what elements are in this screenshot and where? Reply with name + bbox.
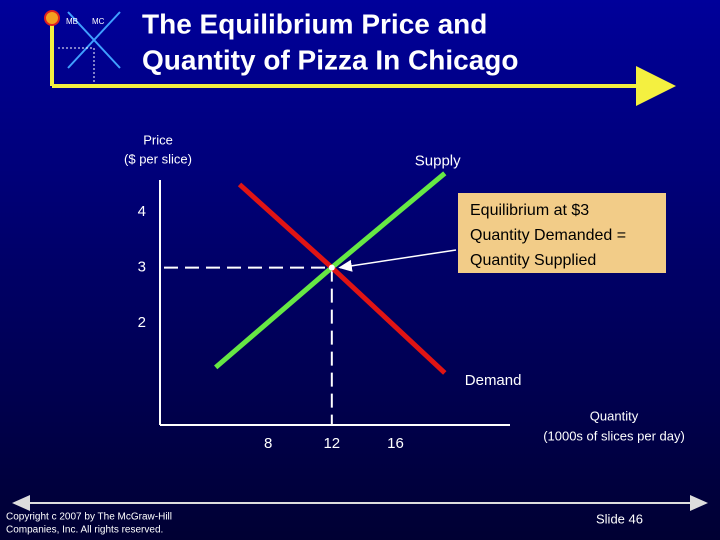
series-label: Demand	[465, 372, 522, 389]
series-label: Supply	[415, 152, 461, 169]
callout-text: Quantity Supplied	[470, 252, 596, 269]
callout: Equilibrium at $3 Quantity Demanded = Qu…	[458, 193, 666, 273]
slide-number: Slide 46	[596, 511, 643, 526]
x-tick-label: 16	[387, 435, 404, 452]
y-axis-label: ($ per slice)	[124, 151, 192, 166]
y-tick-label: 2	[138, 314, 146, 331]
callout-text: Quantity Demanded =	[470, 227, 626, 244]
callout-text: Equilibrium at $3	[470, 202, 589, 219]
logo-text: MB	[66, 17, 78, 26]
copyright: Copyright c 2007 by The McGraw-Hill	[6, 512, 172, 523]
slide-title: Quantity of Pizza In Chicago	[142, 44, 518, 75]
x-axis-label: Quantity	[590, 408, 639, 423]
copyright: Companies, Inc. All rights reserved.	[6, 525, 163, 536]
logo-text: MC	[92, 17, 105, 26]
callout-box	[458, 193, 666, 273]
y-tick-label: 3	[138, 259, 146, 276]
x-axis-label: (1000s of slices per day)	[543, 428, 685, 443]
y-axis-label: Price	[143, 132, 173, 147]
logo: MB MC	[44, 10, 121, 86]
x-tick-label: 8	[264, 435, 272, 452]
equilibrium-point	[328, 264, 335, 271]
callout-arrow	[338, 249, 457, 272]
y-tick-label: 4	[138, 203, 146, 220]
slide-title: The Equilibrium Price and	[142, 8, 487, 39]
x-tick-label: 12	[323, 435, 340, 452]
